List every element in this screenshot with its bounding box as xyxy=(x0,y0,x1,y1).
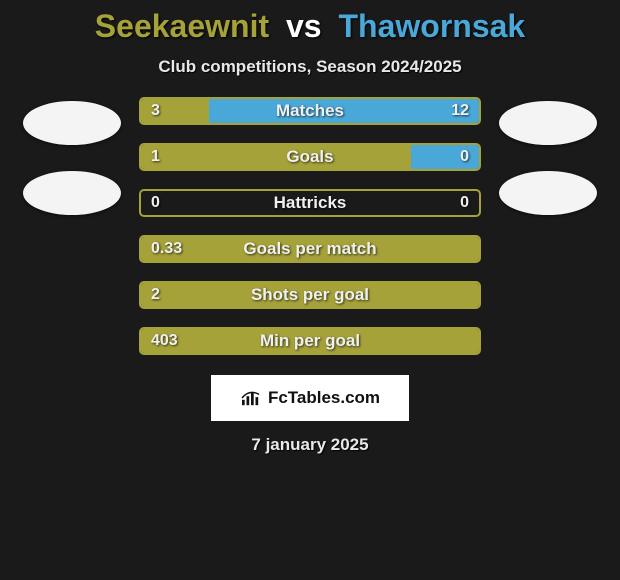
stat-value-left: 0.33 xyxy=(151,237,182,261)
player1-club-avatar xyxy=(23,171,121,215)
player1-name: Seekaewnit xyxy=(95,8,269,44)
stat-row: Hattricks0 0 xyxy=(139,189,481,217)
stat-row: Min per goal403 xyxy=(139,327,481,355)
stat-value-right: 0 xyxy=(460,191,469,215)
stat-label: Hattricks xyxy=(141,191,479,215)
stat-value-right: 0 xyxy=(460,145,469,169)
avatar-col-left xyxy=(23,97,121,215)
stat-label: Goals per match xyxy=(141,237,479,261)
avatar-col-right xyxy=(499,97,597,215)
stat-row: Goals1 0 xyxy=(139,143,481,171)
stat-row: Goals per match0.33 xyxy=(139,235,481,263)
stat-label: Matches xyxy=(141,99,479,123)
player1-avatar xyxy=(23,101,121,145)
player2-club-avatar xyxy=(499,171,597,215)
stat-value-left: 2 xyxy=(151,283,160,307)
chart-area: Matches312Goals10Hattricks00Goals per ma… xyxy=(23,97,597,355)
date-text: 7 january 2025 xyxy=(251,435,368,455)
stat-label: Goals xyxy=(141,145,479,169)
stat-value-left: 403 xyxy=(151,329,178,353)
comparison-card: Seekaewnit vs Thawornsak Club competitio… xyxy=(0,0,620,455)
player2-avatar xyxy=(499,101,597,145)
stat-row: Shots per goal2 xyxy=(139,281,481,309)
brand-chart-icon xyxy=(240,389,262,407)
vs-text: vs xyxy=(286,8,322,44)
stat-row: Matches3 12 xyxy=(139,97,481,125)
stat-value-left: 1 xyxy=(151,145,160,169)
stat-value-left: 3 xyxy=(151,99,160,123)
page-title: Seekaewnit vs Thawornsak xyxy=(95,8,525,45)
stat-value-right: 12 xyxy=(451,99,469,123)
subtitle: Club competitions, Season 2024/2025 xyxy=(158,57,461,77)
stat-label: Min per goal xyxy=(141,329,479,353)
brand-badge: FcTables.com xyxy=(211,375,409,421)
stat-label: Shots per goal xyxy=(141,283,479,307)
stat-bars: Matches312Goals10Hattricks00Goals per ma… xyxy=(139,97,481,355)
player2-name: Thawornsak xyxy=(338,8,525,44)
stat-value-left: 0 xyxy=(151,191,160,215)
brand-text: FcTables.com xyxy=(268,388,380,408)
